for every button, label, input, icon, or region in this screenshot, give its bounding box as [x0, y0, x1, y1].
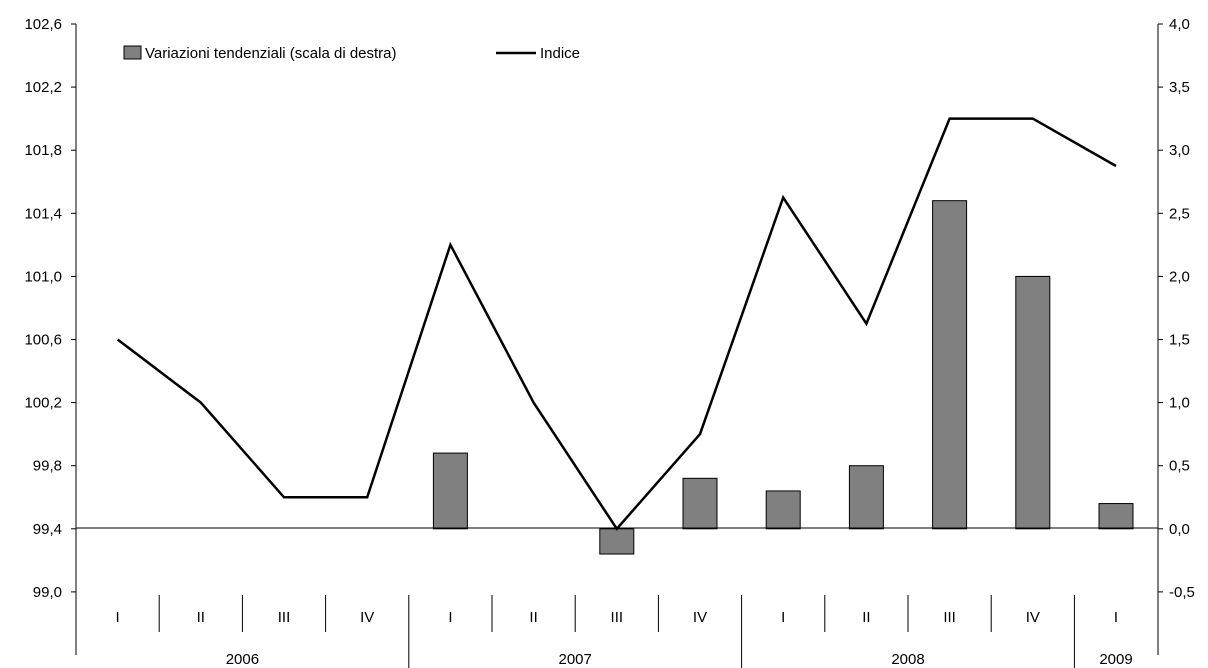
bar — [682, 477, 718, 530]
bar — [1098, 503, 1134, 530]
right-tick-label: 2,0 — [1169, 268, 1190, 285]
quarter-label: I — [781, 609, 785, 626]
left-tick-label: 100,6 — [24, 332, 62, 349]
quarter-label: II — [529, 609, 537, 626]
quarter-label: II — [862, 609, 870, 626]
axes-frame — [75, 24, 1159, 655]
legend-bar-swatch — [123, 45, 142, 60]
quarter-label: I — [116, 609, 120, 626]
quarter-label: I — [1114, 609, 1118, 626]
year-label: 2009 — [1099, 651, 1132, 668]
right-tick-label: 3,0 — [1169, 142, 1190, 159]
right-tick-label: 1,0 — [1169, 395, 1190, 412]
right-tick-label: 2,5 — [1169, 205, 1190, 222]
line-series — [116, 117, 1117, 531]
quarter-label: III — [611, 609, 624, 626]
left-tick-label: 101,0 — [24, 268, 62, 285]
quarter-label: III — [278, 609, 291, 626]
bar — [599, 528, 635, 555]
quarter-label: IV — [360, 609, 374, 626]
legend-line-label: Indice — [540, 45, 580, 62]
legend-bar-label: Variazioni tendenziali (scala di destra) — [145, 45, 397, 62]
right-tick-label: 0,0 — [1169, 521, 1190, 538]
bar — [765, 490, 801, 530]
bar — [848, 465, 884, 530]
left-tick-label: 99,4 — [33, 521, 62, 538]
left-tick-label: 101,4 — [24, 205, 62, 222]
right-tick-label: 3,5 — [1169, 79, 1190, 96]
quarter-label: I — [448, 609, 452, 626]
year-label: 2008 — [891, 651, 924, 668]
legend: Variazioni tendenziali (scala di destra)… — [123, 45, 580, 62]
year-label: 2007 — [559, 651, 592, 668]
year-label: 2006 — [226, 651, 259, 668]
left-tick-label: 101,8 — [24, 142, 62, 159]
right-tick-label: 4,0 — [1169, 16, 1190, 33]
index-line — [116, 117, 1117, 531]
bar-series — [432, 200, 1134, 555]
left-tick-label: 102,6 — [24, 16, 62, 33]
right-axis: -0,5 0,0 0,5 1,0 1,5 2,0 2,5 3,0 3,5 4,0 — [1158, 16, 1195, 601]
left-tick-label: 99,0 — [33, 584, 62, 601]
quarter-label: III — [943, 609, 956, 626]
bar — [932, 200, 968, 530]
bar — [1015, 275, 1051, 530]
right-tick-label: 0,5 — [1169, 458, 1190, 475]
quarter-label: IV — [693, 609, 707, 626]
quarter-label: II — [197, 609, 205, 626]
right-tick-label: 1,5 — [1169, 332, 1190, 349]
left-tick-label: 100,2 — [24, 395, 62, 412]
left-axis: 99,0 99,4 99,8 100,2 100,6 101,0 101,4 101,8 102… — [24, 16, 76, 601]
right-tick-label: -0,5 — [1169, 584, 1195, 601]
bar — [432, 452, 468, 530]
left-tick-label: 99,8 — [33, 458, 62, 475]
quarter-label: IV — [1026, 609, 1040, 626]
left-tick-label: 102,2 — [24, 79, 62, 96]
